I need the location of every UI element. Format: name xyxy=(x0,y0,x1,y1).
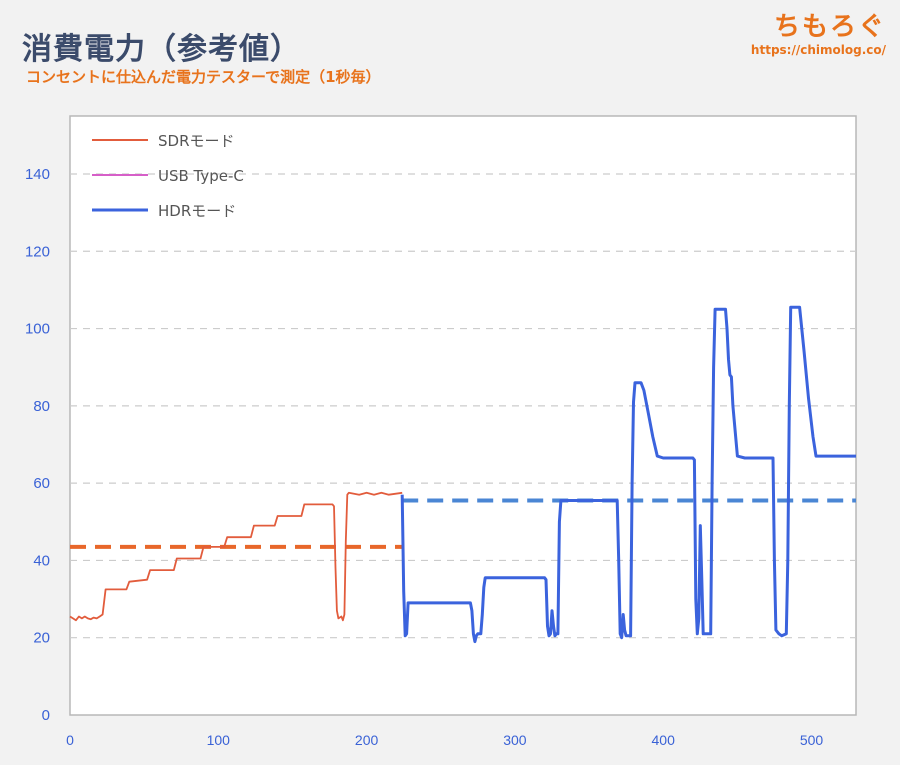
plot-area xyxy=(69,115,857,716)
y-axis-ticks: 0 20 40 60 80 100 120 140 xyxy=(25,166,50,724)
series-line-0 xyxy=(69,491,403,622)
legend-label-0: SDRモード xyxy=(158,132,235,150)
y-tick-label: 100 xyxy=(25,321,50,338)
legend: SDRモード USB Type-C HDRモード xyxy=(92,132,244,220)
series-group xyxy=(69,305,856,644)
y-tick-label: 140 xyxy=(25,166,50,183)
site-logo: ちもろぐ https://chimolog.co/ xyxy=(751,6,886,57)
x-tick-label: 300 xyxy=(503,732,527,748)
y-tick-label: 40 xyxy=(33,552,50,569)
chart-subtitle: コンセントに仕込んだ電力テスターで測定（1秒毎） xyxy=(26,68,381,86)
legend-label-1: USB Type-C xyxy=(158,167,244,185)
grid xyxy=(70,173,856,639)
y-tick-label: 80 xyxy=(33,398,50,415)
y-tick-label: 20 xyxy=(33,630,50,647)
chart-title: 消費電力（参考値） xyxy=(22,32,301,67)
x-tick-label: 500 xyxy=(800,732,824,748)
x-axis-ticks: 0 100 200 300 400 500 xyxy=(66,732,823,748)
x-tick-label: 400 xyxy=(652,732,676,748)
y-tick-label: 0 xyxy=(42,707,50,724)
y-tick-label: 60 xyxy=(33,475,50,492)
y-tick-label: 120 xyxy=(25,243,50,260)
logo-url: https://chimolog.co/ xyxy=(750,43,886,57)
x-tick-label: 100 xyxy=(207,732,231,748)
x-tick-label: 200 xyxy=(355,732,379,748)
legend-label-2: HDRモード xyxy=(158,202,236,220)
x-tick-label: 0 xyxy=(66,732,74,748)
logo-name: ちもろぐ xyxy=(773,12,886,42)
series-line-2 xyxy=(400,305,856,644)
